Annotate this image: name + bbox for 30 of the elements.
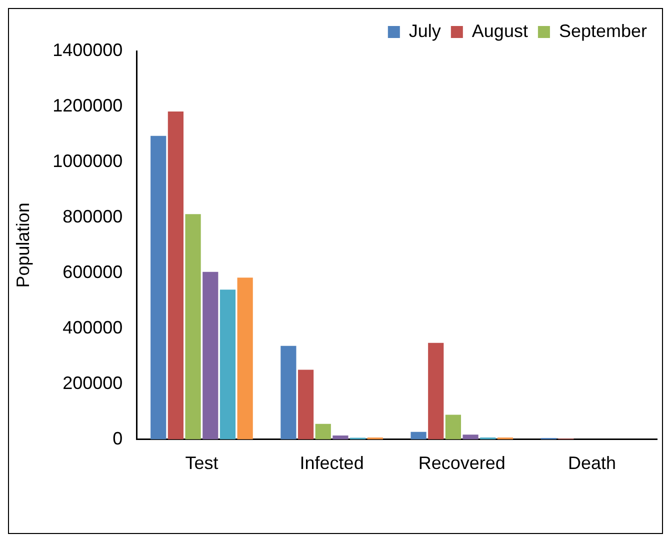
bar [185,214,201,440]
bar [428,342,444,440]
bar [462,434,478,440]
y-tick-label: 600000 [62,262,123,282]
bar [220,290,236,440]
bar [410,432,426,440]
x-tick-label: Recovered [418,453,506,474]
y-tick-label: 400000 [62,317,123,338]
bar [150,136,166,440]
bar [237,278,253,440]
bar [168,111,184,440]
y-tick-label: 200000 [62,372,123,393]
bar [202,272,218,440]
y-tick-label: 1400000 [52,40,123,60]
legend-label: August [472,20,528,41]
y-tick-label: 0 [112,428,123,448]
y-tick-label: 1200000 [52,95,123,116]
bar [332,436,348,440]
legend-label: September [558,20,648,41]
x-tick-label: Infected [300,453,364,474]
y-tick-label: 800000 [62,206,123,226]
x-tick-label: Death [568,453,616,474]
y-axis-title: Population [12,202,33,288]
y-tick-label: 1000000 [52,150,123,171]
bar [298,370,314,440]
legend-label: July [408,20,441,41]
bar [280,346,296,440]
bar [445,414,462,440]
bar [315,424,331,440]
x-tick-label: Test [185,453,218,474]
